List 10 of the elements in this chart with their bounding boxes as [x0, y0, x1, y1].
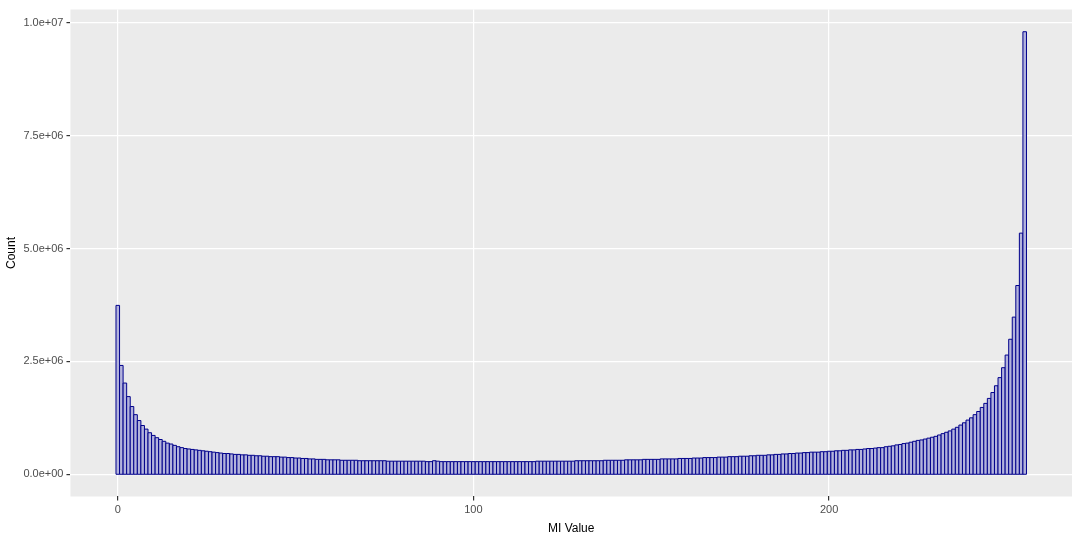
x-tick-label: 100 [464, 503, 483, 516]
y-tick-label: 0.0e+00 [23, 467, 64, 480]
y-tick-label: 2.5e+06 [23, 354, 64, 367]
y-tick-label: 7.5e+06 [23, 128, 64, 141]
x-tick-label: 0 [114, 503, 121, 516]
x-tick-label: 200 [819, 503, 839, 516]
x-axis-title: MI Value [548, 521, 595, 536]
y-tick-label: 1.0e+07 [23, 15, 64, 28]
y-axis-title: Count [3, 236, 18, 270]
y-tick-label: 5.0e+06 [23, 241, 64, 254]
